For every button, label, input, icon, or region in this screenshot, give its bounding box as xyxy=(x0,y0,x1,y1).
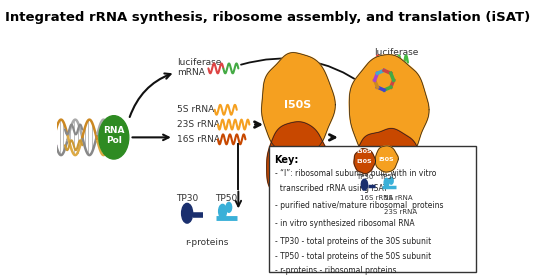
Text: I30S: I30S xyxy=(284,159,311,169)
Text: luciferase: luciferase xyxy=(177,58,221,67)
FancyBboxPatch shape xyxy=(269,146,476,272)
Text: TP30: TP30 xyxy=(176,194,198,203)
Text: luciferase: luciferase xyxy=(374,48,418,57)
Ellipse shape xyxy=(219,205,226,218)
Text: I30S: I30S xyxy=(357,149,372,154)
Text: 23S rRNA: 23S rRNA xyxy=(384,209,417,215)
Text: - TP50 - total proteins of the 50S subunit: - TP50 - total proteins of the 50S subun… xyxy=(274,252,431,261)
Text: TP50: TP50 xyxy=(379,174,396,180)
Text: - in vitro synthesized ribosomal RNA: - in vitro synthesized ribosomal RNA xyxy=(274,219,414,228)
Text: I30S: I30S xyxy=(357,158,372,163)
Text: 5S rRNA: 5S rRNA xyxy=(384,196,412,201)
Text: mRNA: mRNA xyxy=(177,68,205,77)
Text: - r-proteins - ribosomal proteins: - r-proteins - ribosomal proteins xyxy=(274,266,396,275)
Polygon shape xyxy=(262,53,335,158)
Text: 23S rRNA: 23S rRNA xyxy=(177,120,220,129)
Polygon shape xyxy=(349,55,429,165)
Ellipse shape xyxy=(99,116,129,159)
Text: Key:: Key: xyxy=(274,155,299,165)
Text: - TP30 - total proteins of the 30S subunit: - TP30 - total proteins of the 30S subun… xyxy=(274,237,431,246)
Text: r-proteins: r-proteins xyxy=(185,238,228,247)
Text: transcribed rRNA using iSAT: transcribed rRNA using iSAT xyxy=(274,184,387,193)
Polygon shape xyxy=(376,146,398,172)
Text: - “I”: ribosomal subunits built with in vitro: - “I”: ribosomal subunits built with in … xyxy=(274,169,436,178)
Text: I50S: I50S xyxy=(379,157,394,162)
Polygon shape xyxy=(351,128,426,208)
Polygon shape xyxy=(354,149,376,174)
Text: - purified native/mature ribosomal  proteins: - purified native/mature ribosomal prote… xyxy=(274,201,443,210)
Text: RNA
Pol: RNA Pol xyxy=(103,126,125,145)
Text: 5S rRNA: 5S rRNA xyxy=(177,105,214,114)
Text: Integrated rRNA synthesis, ribosome assembly, and translation (iSAT): Integrated rRNA synthesis, ribosome asse… xyxy=(5,11,530,24)
Text: 16S rRNA: 16S rRNA xyxy=(177,135,220,144)
Ellipse shape xyxy=(361,179,368,190)
Ellipse shape xyxy=(181,203,193,223)
Text: 16S rRNA: 16S rRNA xyxy=(361,196,394,201)
Ellipse shape xyxy=(389,177,393,184)
Ellipse shape xyxy=(384,178,389,187)
Polygon shape xyxy=(267,122,331,206)
Text: TP50: TP50 xyxy=(215,194,237,203)
Text: I50S: I50S xyxy=(284,100,311,110)
Text: TP30: TP30 xyxy=(356,174,373,180)
Ellipse shape xyxy=(226,202,232,212)
